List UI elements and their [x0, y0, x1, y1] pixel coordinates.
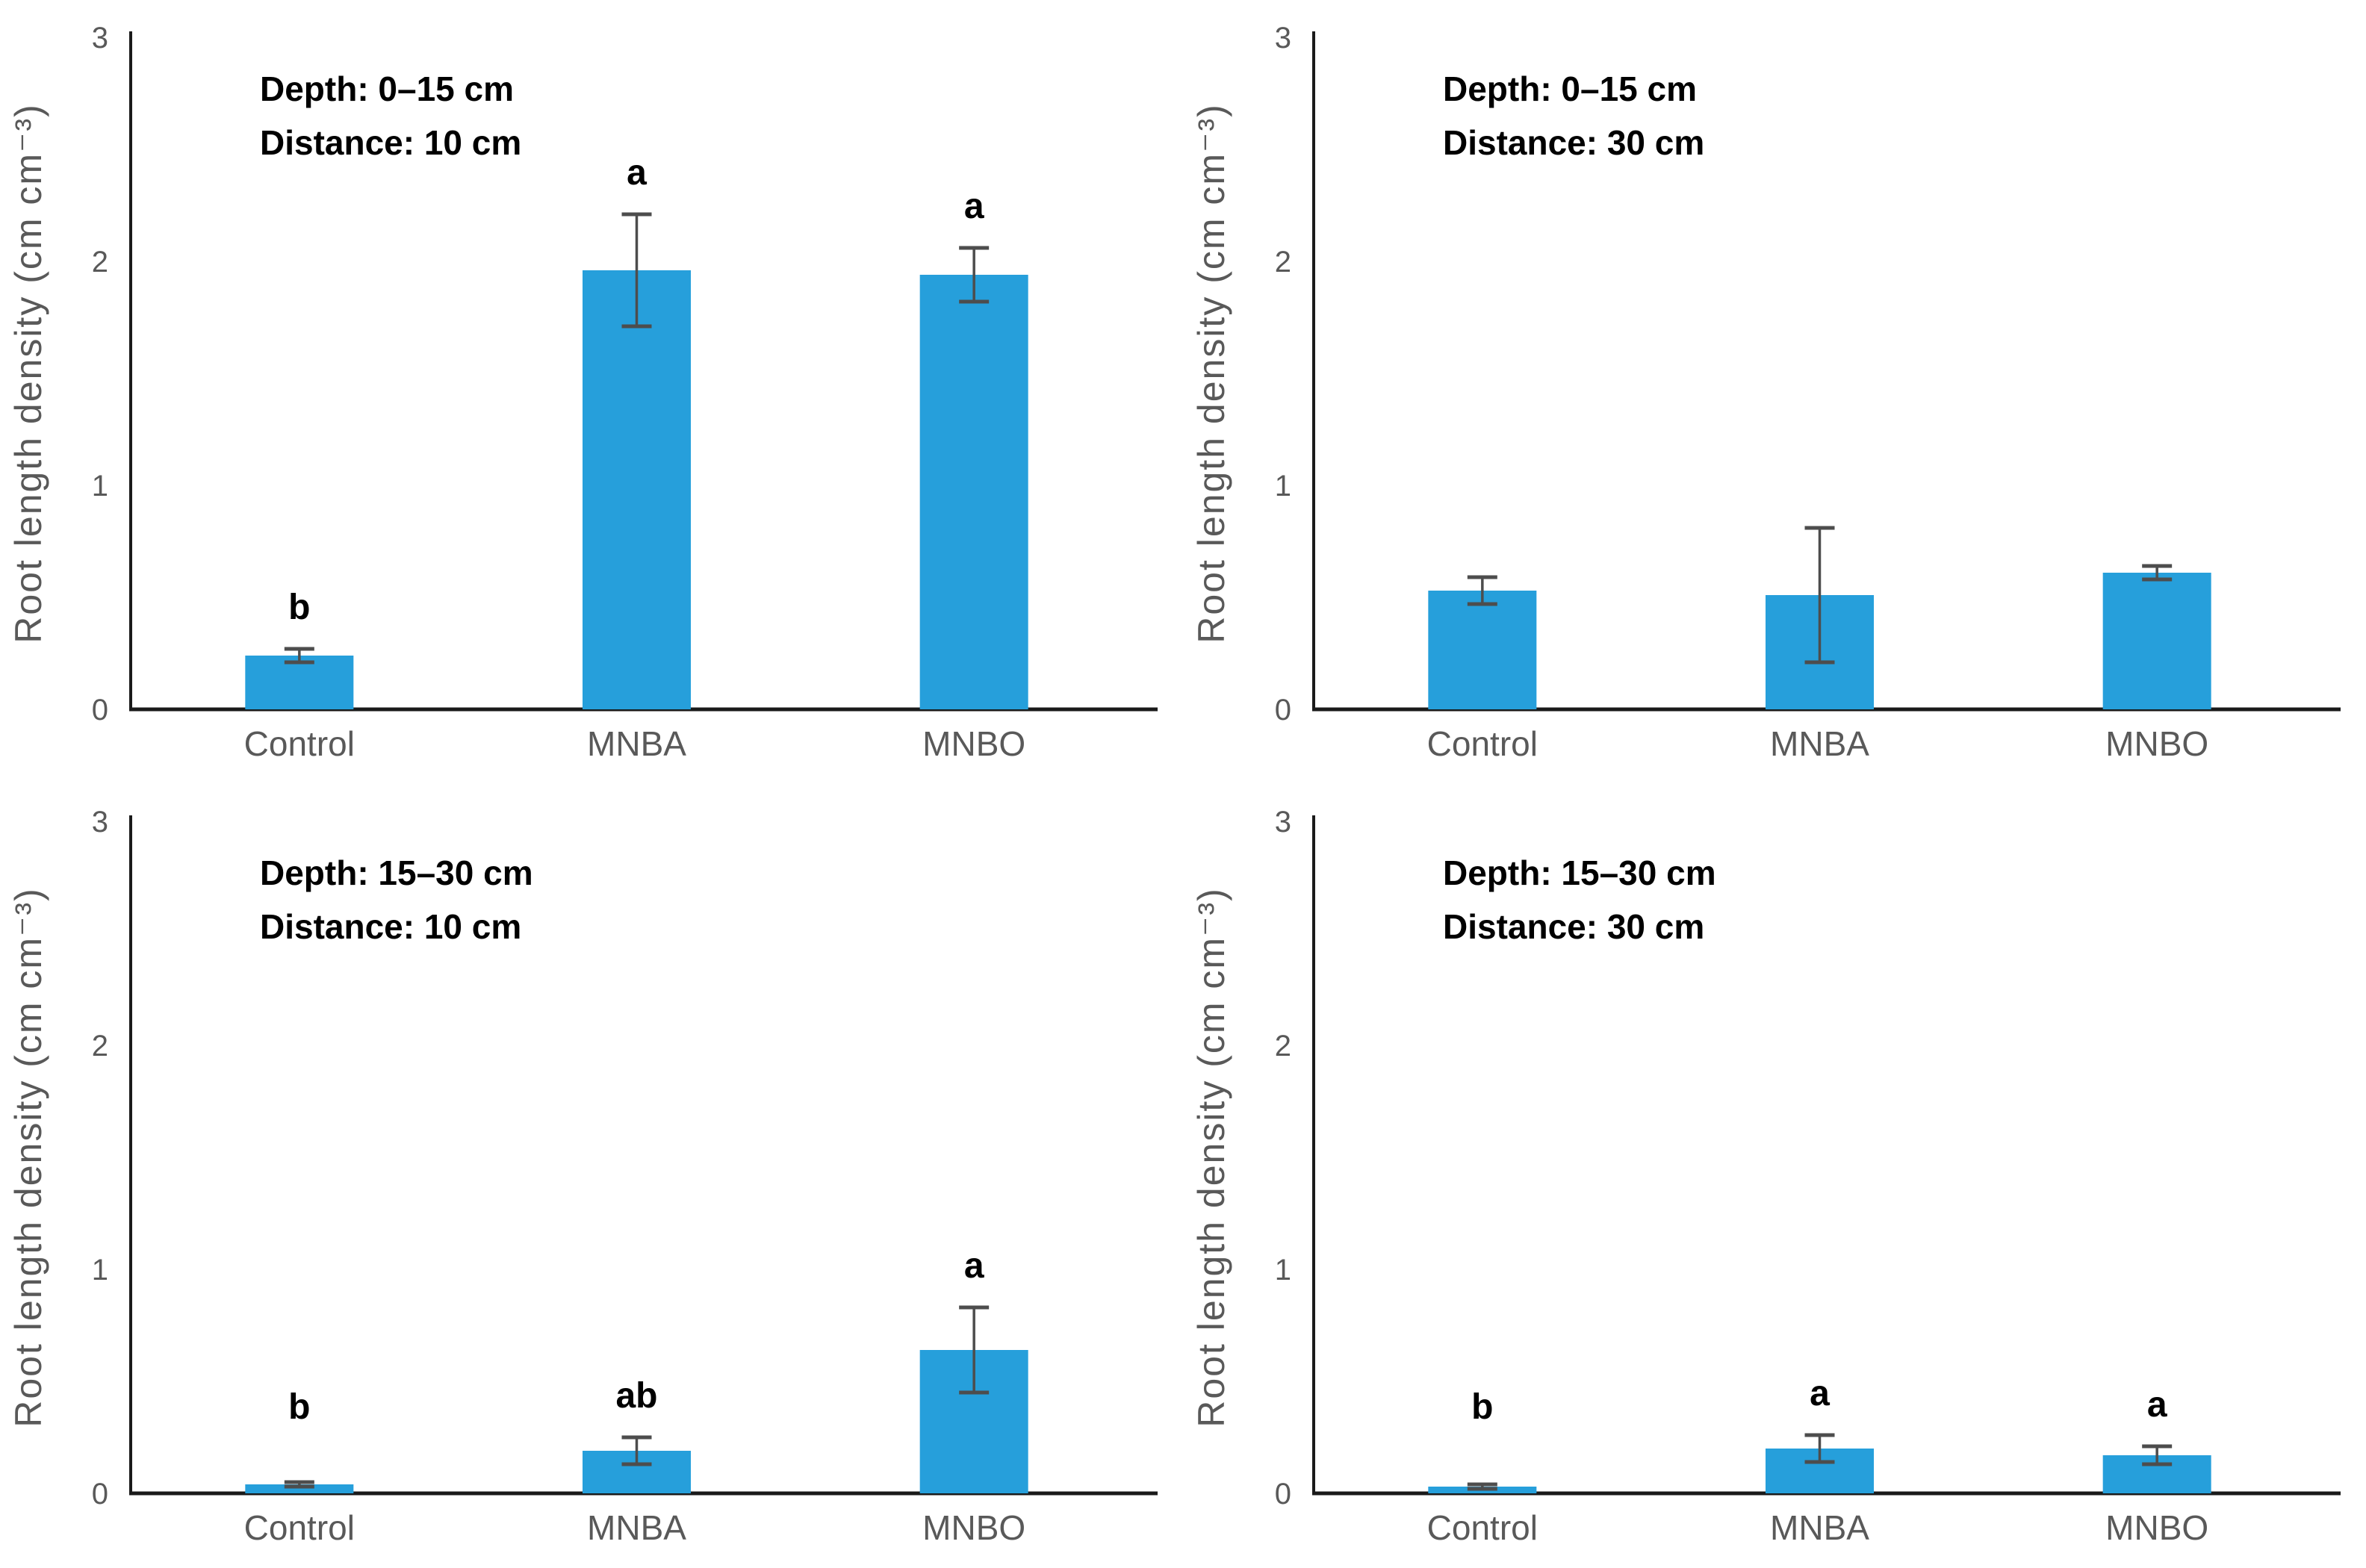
y-tick-label: 2 — [1275, 1030, 1291, 1063]
significance-letter: a — [1810, 1374, 1830, 1413]
significance-letter: a — [627, 153, 647, 193]
chart-panel-top-right: 0 1 2 3 Root length density (cm cm⁻³) Depth: … — [1183, 0, 2366, 784]
y-tick-label: 2 — [92, 246, 108, 279]
y-tick-label: 1 — [1275, 470, 1291, 503]
bar — [245, 1484, 354, 1493]
y-tick-label: 2 — [92, 1030, 108, 1063]
significance-letter: a — [2147, 1385, 2167, 1425]
bar — [2102, 573, 2211, 709]
bar-chart-top-right: 0 1 2 3 Root length density (cm cm⁻³) Depth: … — [1190, 22, 2341, 763]
x-category-label: Control — [1427, 724, 1538, 763]
bar — [1428, 591, 1537, 709]
y-tick-label: 0 — [1275, 694, 1291, 727]
chart-panel-bottom-right: 0 1 2 3 Root length density (cm cm⁻³) Depth: … — [1183, 784, 2366, 1568]
significance-letter: b — [288, 588, 310, 627]
x-category-label: Control — [1427, 1508, 1538, 1547]
significance-letter: b — [1471, 1387, 1493, 1427]
bar — [583, 270, 691, 709]
annotation-distance: Distance: 30 cm — [1443, 907, 1704, 946]
x-category-label: Control — [244, 1508, 355, 1547]
y-tick-label: 0 — [92, 694, 108, 727]
chart-panel-top-left: 0 1 2 3 Root length density (cm cm⁻³) Depth: … — [0, 0, 1183, 784]
x-category-label: MNBA — [587, 724, 686, 763]
annotation-depth: Depth: 15–30 cm — [260, 853, 533, 892]
x-category-label: MNBA — [1770, 724, 1869, 763]
x-category-label: MNBA — [1770, 1508, 1869, 1547]
annotation-depth: Depth: 15–30 cm — [1443, 853, 1716, 892]
y-tick-label: 0 — [92, 1478, 108, 1511]
y-axis-title: Root length density (cm cm⁻³) — [7, 887, 49, 1427]
bar — [919, 275, 1028, 709]
x-category-label: MNBO — [922, 1508, 1025, 1547]
y-tick-label: 3 — [92, 806, 108, 839]
x-category-label: MNBO — [2105, 724, 2208, 763]
bar — [245, 656, 354, 709]
annotation-distance: Distance: 10 cm — [260, 123, 521, 162]
y-tick-label: 1 — [92, 470, 108, 503]
significance-letter: b — [288, 1387, 310, 1427]
annotation-distance: Distance: 30 cm — [1443, 123, 1704, 162]
x-category-label: MNBA — [587, 1508, 686, 1547]
bar-chart-top-left: 0 1 2 3 Root length density (cm cm⁻³) Depth: … — [7, 22, 1158, 763]
x-category-label: Control — [244, 724, 355, 763]
annotation-depth: Depth: 0–15 cm — [1443, 69, 1697, 108]
bar-chart-bottom-left: 0 1 2 3 Root length density (cm cm⁻³) Depth: … — [7, 806, 1158, 1547]
y-axis-title: Root length density (cm cm⁻³) — [1190, 103, 1232, 643]
y-tick-label: 3 — [1275, 22, 1291, 55]
y-tick-label: 3 — [1275, 806, 1291, 839]
y-tick-label: 3 — [92, 22, 108, 55]
y-tick-label: 0 — [1275, 1478, 1291, 1511]
significance-letter: a — [964, 187, 984, 226]
y-axis-title: Root length density (cm cm⁻³) — [7, 103, 49, 643]
y-tick-label: 1 — [92, 1254, 108, 1287]
bar-chart-bottom-right: 0 1 2 3 Root length density (cm cm⁻³) Depth: … — [1190, 806, 2341, 1547]
y-tick-label: 2 — [1275, 246, 1291, 279]
significance-letter: ab — [615, 1376, 657, 1416]
annotation-depth: Depth: 0–15 cm — [260, 69, 514, 108]
chart-panel-bottom-left: 0 1 2 3 Root length density (cm cm⁻³) Depth: … — [0, 784, 1183, 1568]
x-category-label: MNBO — [922, 724, 1025, 763]
y-axis-title: Root length density (cm cm⁻³) — [1190, 887, 1232, 1427]
x-category-label: MNBO — [2105, 1508, 2208, 1547]
significance-letter: a — [964, 1246, 984, 1286]
annotation-distance: Distance: 10 cm — [260, 907, 521, 946]
y-tick-label: 1 — [1275, 1254, 1291, 1287]
